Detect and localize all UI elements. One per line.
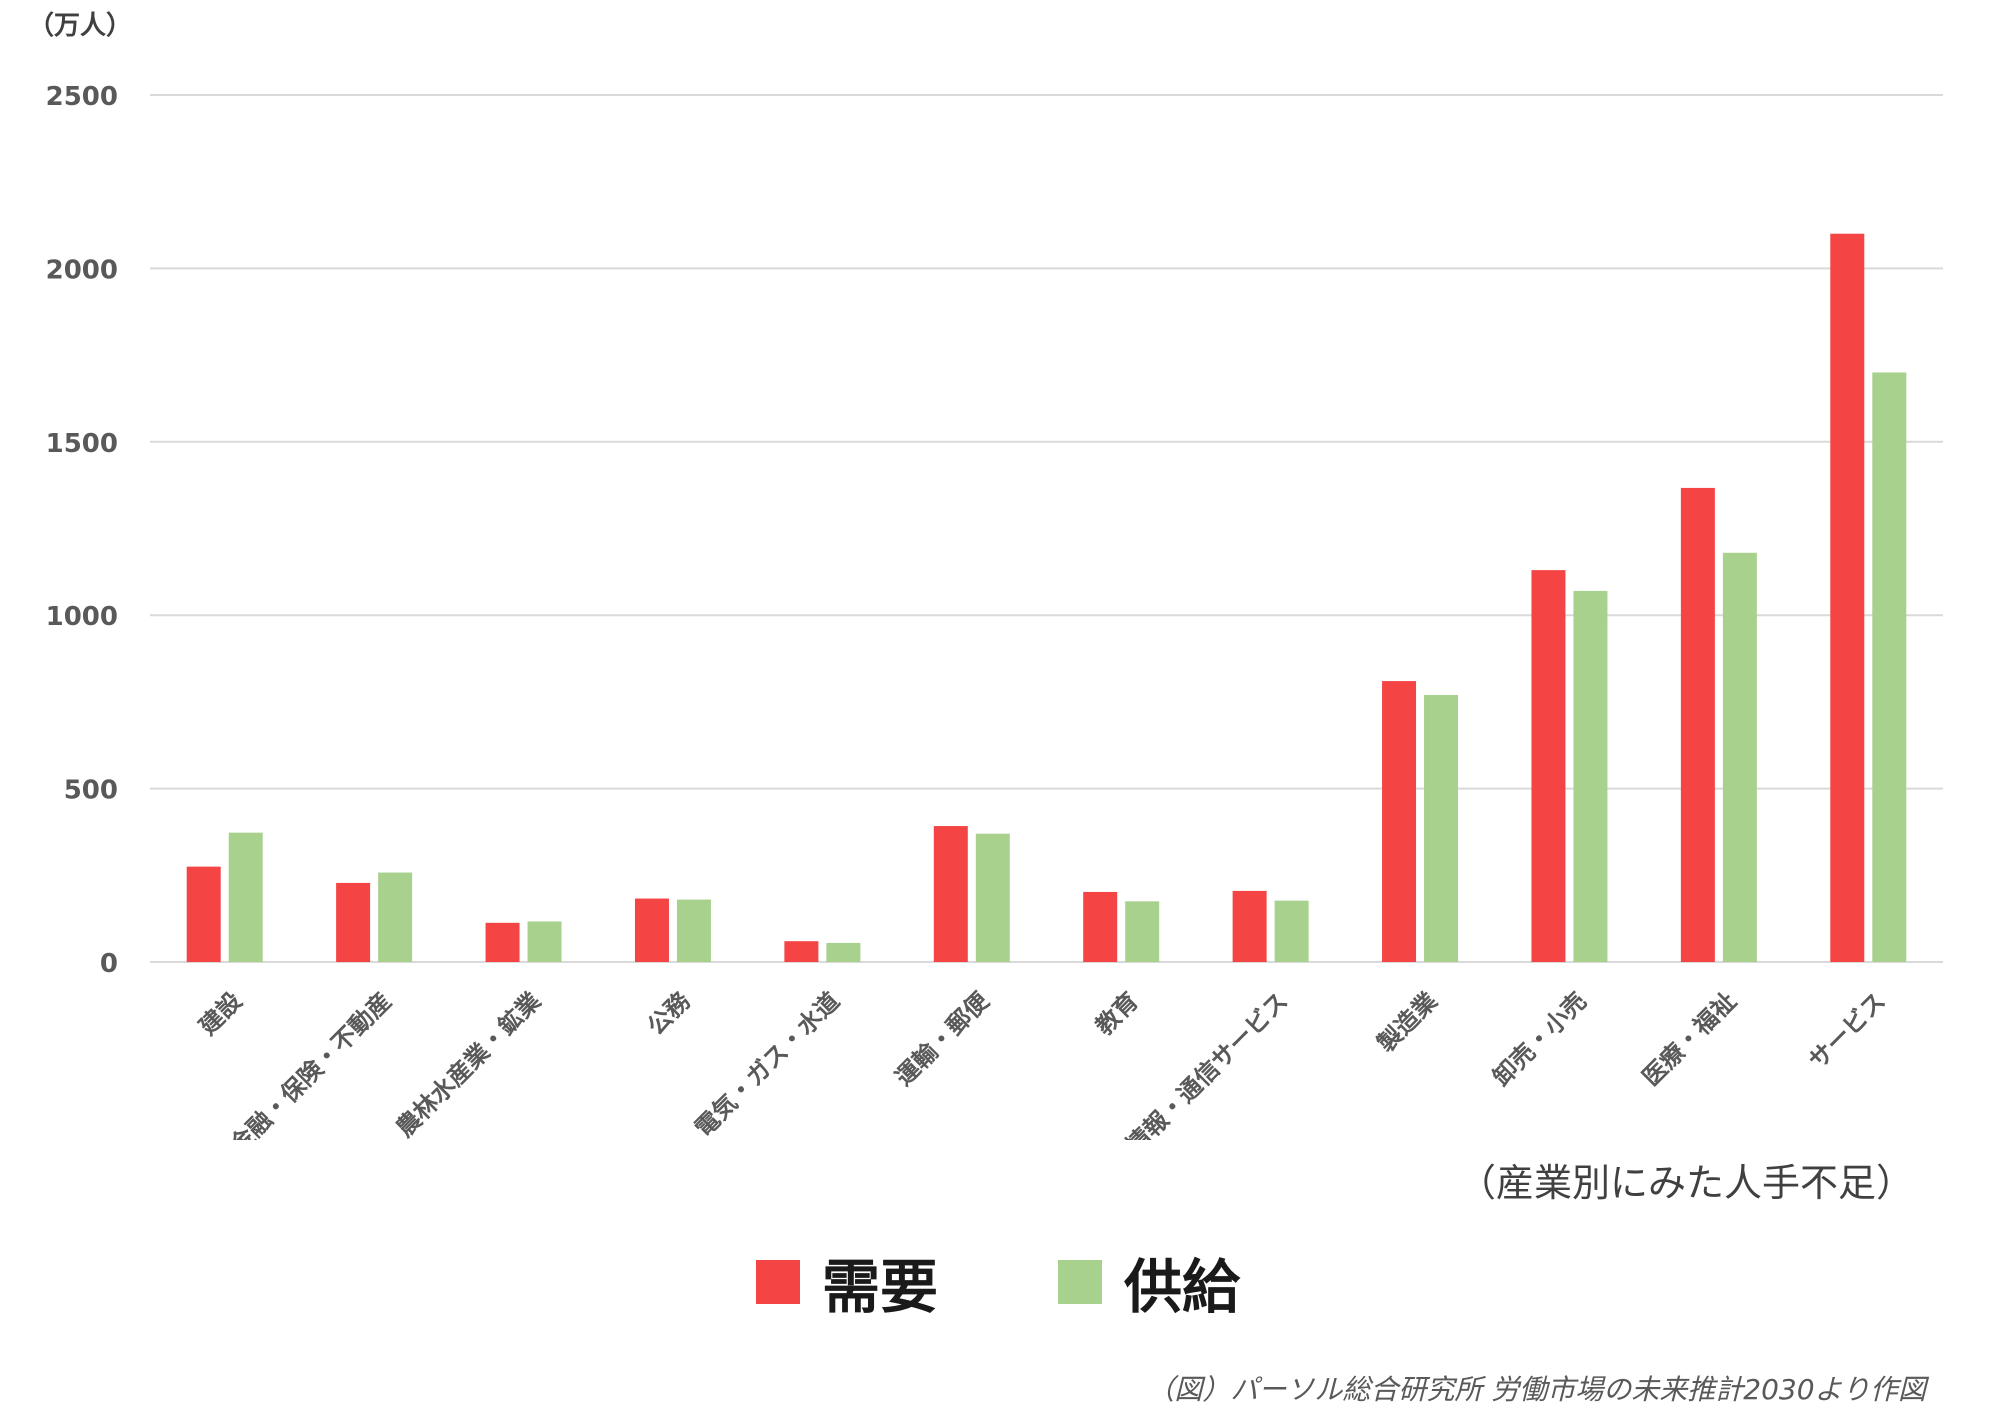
bar-supply-3 [676,899,711,962]
legend-swatch-demand [755,1260,800,1304]
bar-supply-9 [1573,590,1608,962]
x-tick-label: 公務 [642,986,696,1040]
y-axis-tick-labels: 0 500 1000 1500 2000 2500 [46,82,118,979]
chart-subtitle: （産業別にみた人手不足） [1457,1161,1914,1205]
bar-demand-5 [933,826,968,962]
x-tick-label: 卸売・小売 [1487,987,1592,1092]
bar-demand-11 [1830,233,1865,963]
bar-supply-6 [1125,901,1160,962]
y-tick-label: 2000 [46,255,118,285]
bar-supply-2 [527,921,562,962]
source-note: （図）パーソル総合研究所 労働市場の未来推計2030より作図 [1146,1373,1926,1406]
bar-demand-6 [1083,891,1118,962]
bar-demand-8 [1382,681,1417,962]
bars [186,233,1907,963]
y-tick-label: 500 [64,776,118,806]
legend-swatch-supply [1058,1260,1102,1304]
y-tick-label: 1000 [46,602,118,632]
x-tick-label: 製造業 [1372,987,1443,1058]
bar-chart: （万人） 0 500 1000 1500 2000 2500 建設金融・保険・不動産農林水… [28,11,1943,1140]
bar-supply-10 [1722,552,1757,962]
y-axis-unit-label: （万人） [28,11,132,41]
legend-item-supply: 供給 [1058,1240,1240,1324]
bar-demand-10 [1680,487,1715,962]
legend-label-supply: 供給 [1124,1253,1241,1321]
legend: 需要 供給 [0,1240,1996,1324]
bar-demand-9 [1531,570,1566,962]
bar-supply-7 [1274,900,1309,962]
y-tick-label: 2500 [46,82,118,112]
bar-supply-11 [1872,372,1907,962]
x-tick-label: 電気・ガス・水道 [689,987,845,1140]
x-tick-label: 運輸・郵便 [890,986,995,1091]
legend-label-demand: 需要 [821,1253,938,1321]
gridlines [150,94,1943,963]
x-tick-label: 教育 [1090,987,1144,1041]
x-tick-label: 建設 [194,986,248,1040]
x-tick-label: 医療・福祉 [1637,987,1742,1092]
x-tick-label: 金融・保険・不動産 [224,987,397,1140]
bar-supply-4 [826,942,861,962]
bar-supply-1 [378,872,413,962]
bar-demand-1 [336,882,371,962]
y-tick-label: 1500 [46,429,118,459]
bar-demand-2 [485,922,520,962]
y-tick-label: 0 [100,949,118,979]
legend-item-demand: 需要 [755,1240,938,1324]
bar-supply-5 [975,833,1010,962]
bar-supply-0 [228,832,263,962]
bar-demand-3 [634,898,669,962]
bar-demand-7 [1232,890,1267,962]
bar-demand-0 [186,866,221,962]
bar-demand-4 [784,941,819,962]
x-tick-label: サービス [1803,987,1891,1075]
bar-supply-8 [1424,694,1459,962]
x-tick-label: 情報・通信サービス [1121,987,1294,1140]
x-tick-label: 農林水産業・鉱業 [391,987,547,1140]
